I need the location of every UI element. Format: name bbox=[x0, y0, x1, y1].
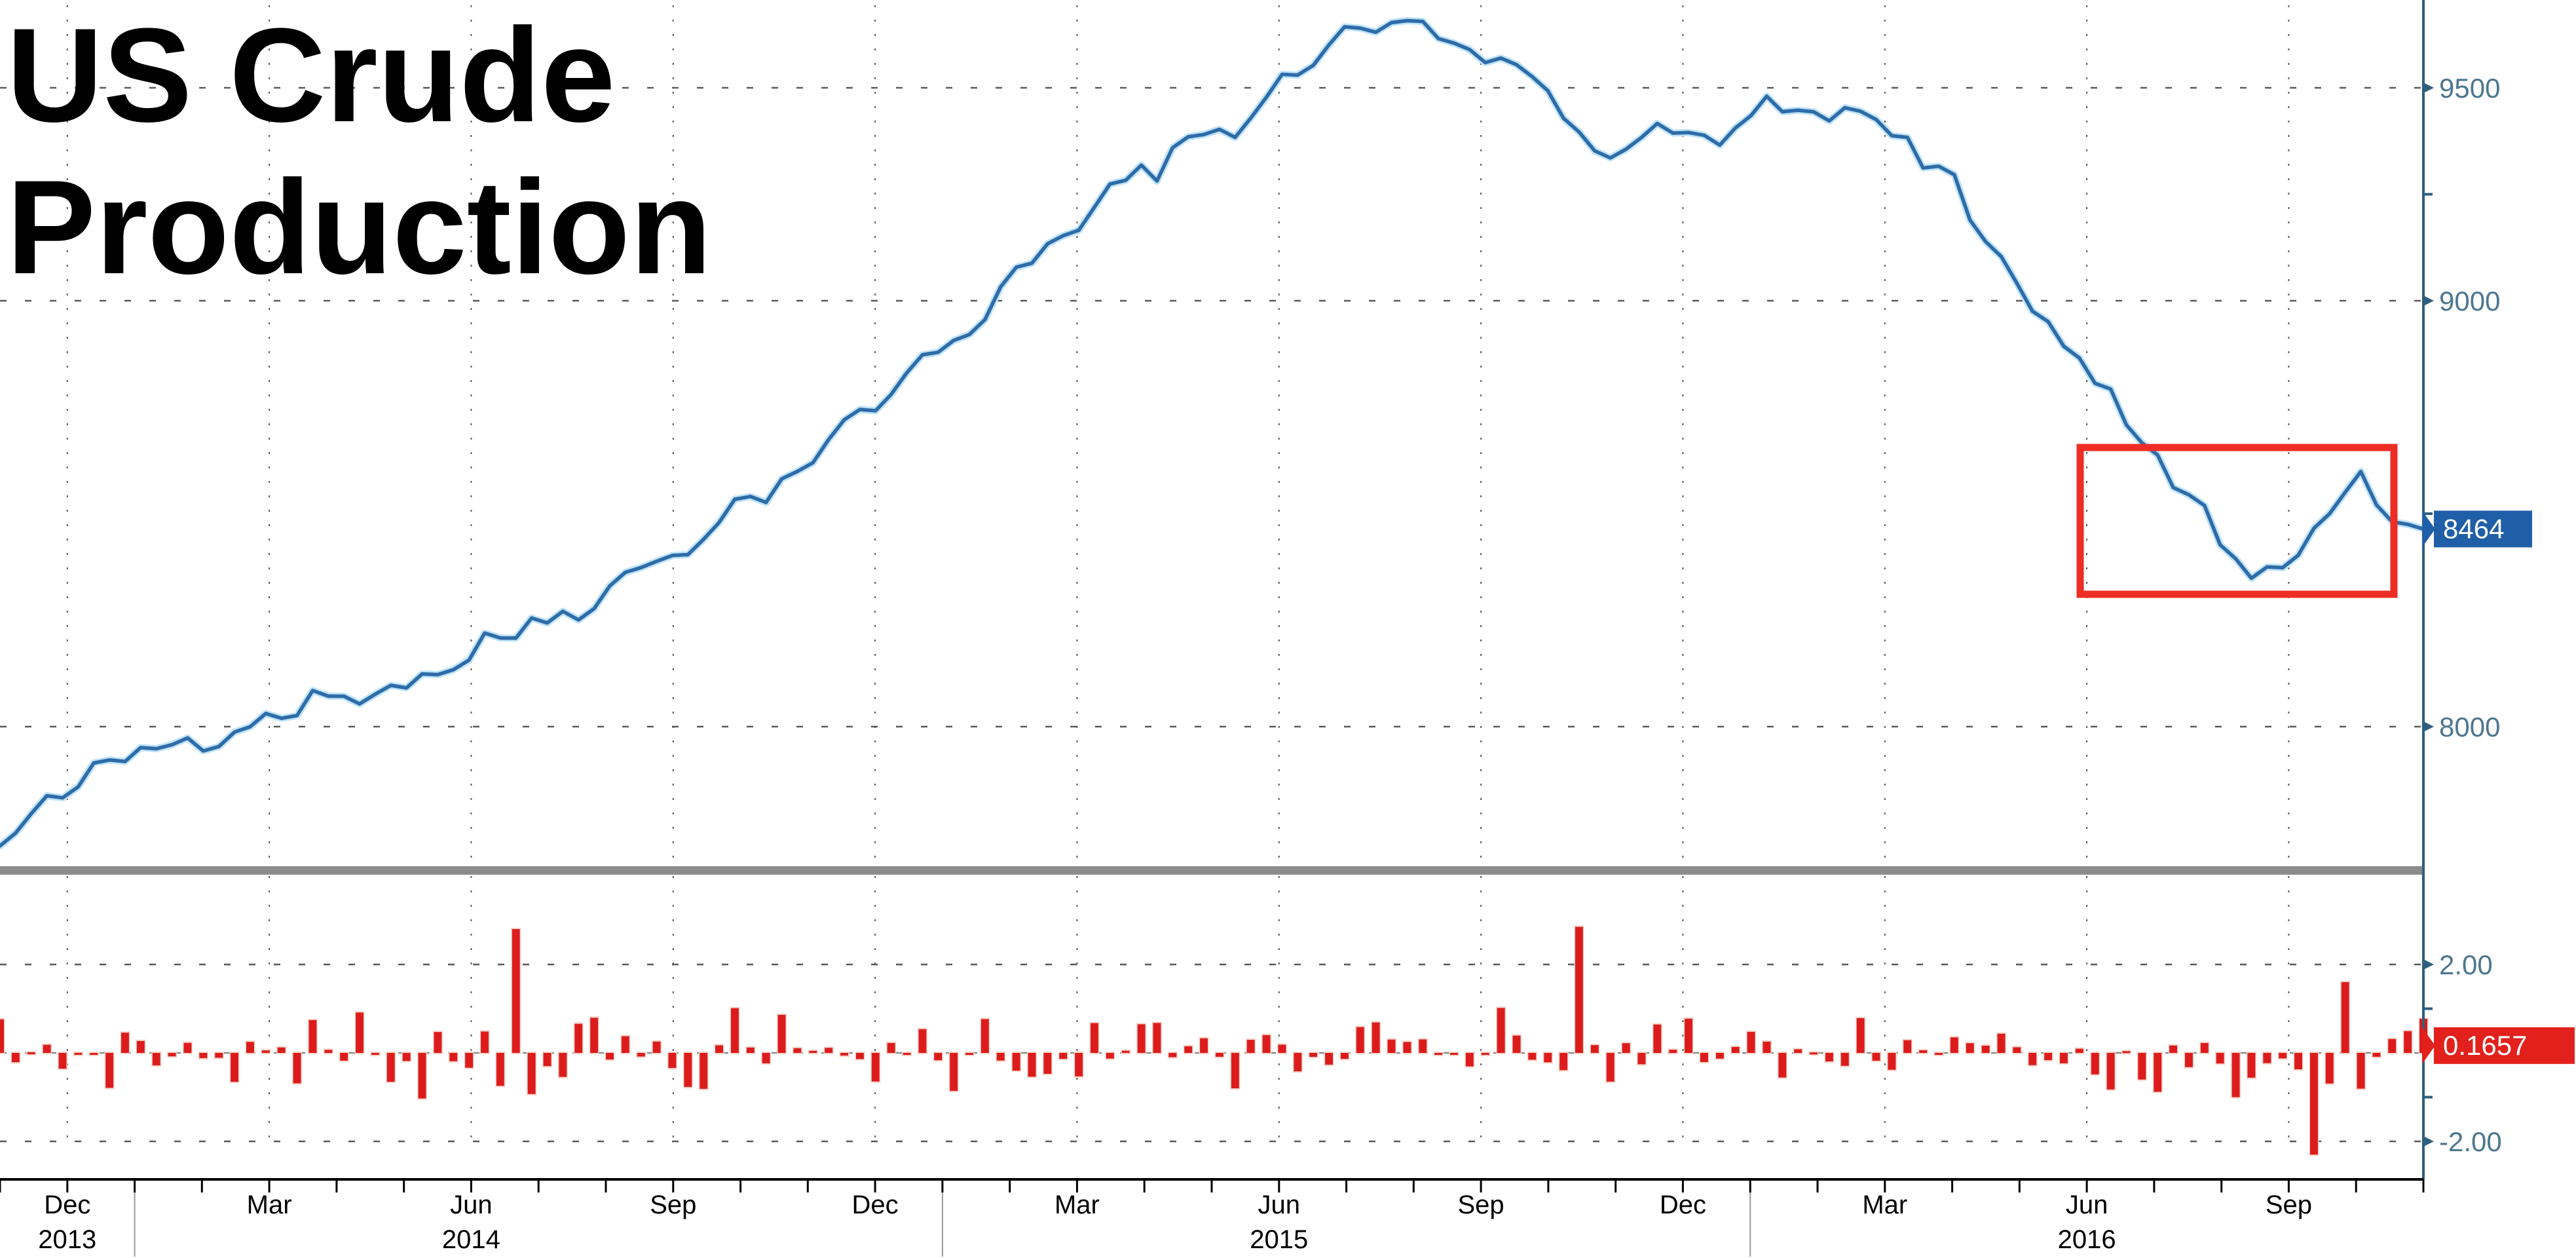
svg-text:2016: 2016 bbox=[2058, 1225, 2116, 1254]
svg-text:0.1657: 0.1657 bbox=[2443, 1030, 2527, 1061]
svg-text:Mar: Mar bbox=[1862, 1191, 1907, 1219]
svg-text:Sep: Sep bbox=[1458, 1191, 1504, 1219]
svg-text:Jun: Jun bbox=[1258, 1191, 1301, 1219]
svg-text:9500: 9500 bbox=[2439, 73, 2500, 104]
svg-text:2013: 2013 bbox=[38, 1225, 96, 1254]
svg-text:Sep: Sep bbox=[650, 1191, 696, 1219]
svg-text:8000: 8000 bbox=[2439, 712, 2500, 742]
svg-text:Mar: Mar bbox=[247, 1191, 292, 1219]
svg-text:Jun: Jun bbox=[2066, 1191, 2108, 1219]
svg-text:Dec: Dec bbox=[1660, 1191, 1706, 1219]
svg-text:8464: 8464 bbox=[2443, 513, 2504, 544]
svg-text:2.00: 2.00 bbox=[2439, 949, 2493, 980]
svg-text:Dec: Dec bbox=[852, 1191, 899, 1219]
svg-text:2014: 2014 bbox=[442, 1225, 500, 1254]
svg-text:Sep: Sep bbox=[2266, 1191, 2312, 1219]
svg-text:Dec: Dec bbox=[44, 1191, 90, 1219]
svg-text:-2.00: -2.00 bbox=[2439, 1126, 2502, 1157]
svg-text:2015: 2015 bbox=[1250, 1225, 1308, 1254]
svg-text:9000: 9000 bbox=[2439, 286, 2500, 316]
svg-text:Jun: Jun bbox=[450, 1191, 493, 1219]
svg-text:Mar: Mar bbox=[1055, 1191, 1100, 1219]
